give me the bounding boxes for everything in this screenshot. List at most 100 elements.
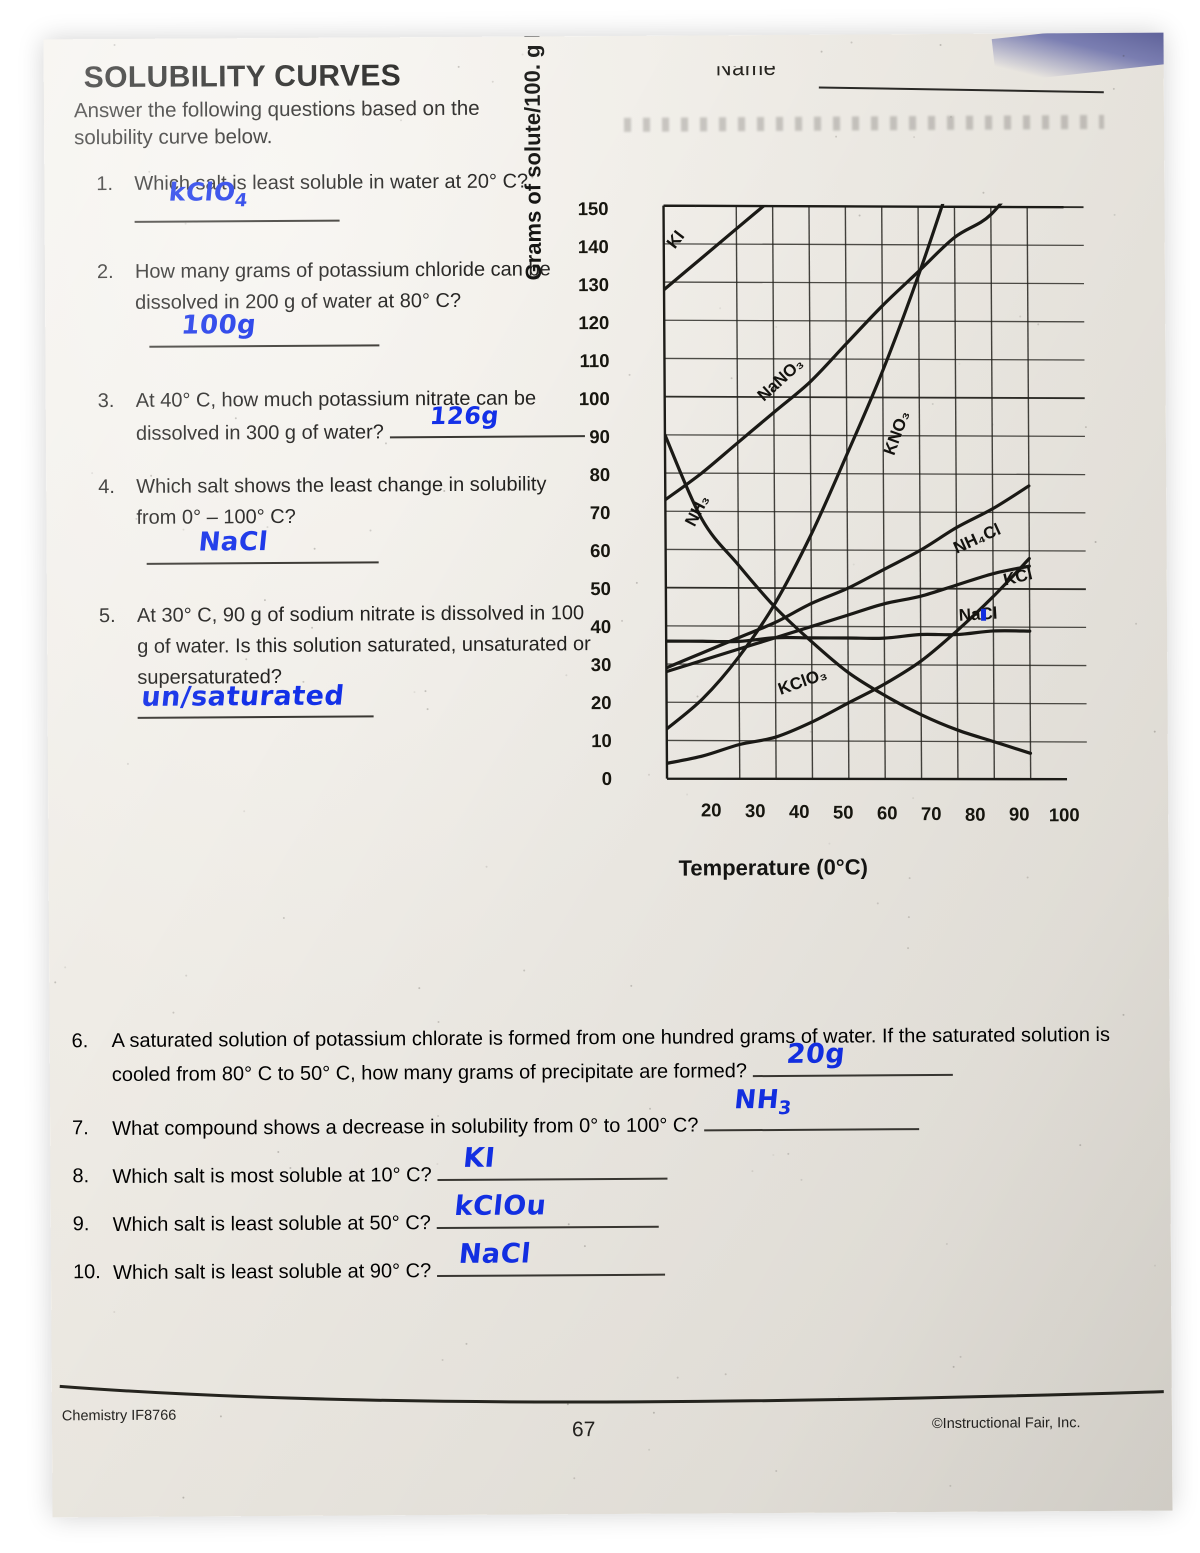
paper-speckle: [821, 51, 823, 53]
worksheet-paper: SOLUBILITY CURVES Name Answer the follow…: [43, 33, 1172, 1518]
question-text: A saturated solution of potassium chlora…: [112, 1024, 1110, 1086]
paper-speckle: [370, 529, 372, 531]
name-input-line[interactable]: [819, 86, 1104, 93]
paper-speckle: [913, 136, 915, 138]
handwritten-answer: NaCl: [457, 1237, 532, 1270]
question-item: 2. How many grams of potassium chloride …: [97, 254, 590, 358]
handwritten-answer: NaCl: [197, 527, 269, 558]
question-item: 4. Which salt shows the least change in …: [98, 469, 591, 575]
paper-speckle: [835, 135, 837, 137]
paper-speckle: [92, 472, 94, 474]
paper-speckle: [114, 69, 116, 71]
question-number: 6.: [72, 1025, 112, 1092]
page-title: SOLUBILITY CURVES: [84, 59, 402, 95]
paper-speckle: [465, 1343, 467, 1345]
question-number: 2.: [97, 257, 136, 358]
paper-speckle: [425, 690, 427, 692]
question-number: 1.: [96, 169, 134, 233]
page-number: 67: [572, 1418, 596, 1442]
answer-blank[interactable]: kClOu: [436, 1205, 658, 1229]
paper-speckle: [677, 1376, 679, 1378]
paper-speckle: [263, 599, 265, 601]
curve-label-nacl: NaCl: [958, 604, 998, 625]
ink-mark: [981, 609, 986, 621]
paper-speckle: [244, 810, 246, 812]
paper-speckle: [648, 1449, 650, 1451]
question-item: 7. What compound shows a decrease in sol…: [72, 1106, 1132, 1146]
paper-speckle: [982, 191, 984, 193]
paper-speckle: [182, 529, 184, 531]
handwritten-answer: 126g: [428, 401, 500, 432]
paper-speckle: [221, 1171, 223, 1173]
question-number: 5.: [99, 601, 138, 729]
paper-speckle: [1154, 730, 1156, 732]
question-item: 8. Which salt is most soluble at 10° C? …: [72, 1154, 1132, 1194]
paper-speckle: [531, 176, 533, 178]
paper-speckle: [1113, 214, 1115, 216]
question-text: Which salt is least soluble at 50° C?: [113, 1212, 431, 1236]
paper-speckle: [437, 1021, 439, 1023]
paper-speckle: [776, 1470, 778, 1472]
paper-speckle: [908, 877, 910, 879]
answer-blank[interactable]: NaCl: [147, 540, 379, 564]
answer-blank[interactable]: kClO4: [134, 199, 339, 223]
answer-blank[interactable]: 100g: [149, 323, 379, 347]
paper-speckle: [908, 917, 910, 919]
question-body: Which salt shows the least change in sol…: [136, 469, 591, 575]
paper-speckle: [418, 987, 420, 989]
handwritten-answer: kClO4: [166, 176, 250, 217]
paper-speckle: [850, 42, 852, 44]
question-body: What compound shows a decrease in solubi…: [112, 1106, 1132, 1146]
paper-speckle: [574, 1477, 576, 1479]
curve-label-kno3: KNO₃: [880, 408, 913, 457]
paper-speckle: [877, 902, 879, 904]
paper-speckle: [952, 1366, 954, 1368]
curve-label-ki: KI: [663, 227, 688, 252]
question-text: Which salt is least soluble at 90° C?: [113, 1260, 431, 1284]
paper-speckle: [725, 1374, 727, 1376]
handwritten-answer: kClOu: [453, 1189, 548, 1223]
paper-speckle: [785, 1399, 787, 1401]
answer-blank[interactable]: NaCl: [437, 1253, 665, 1277]
question-body: At 30° C, 90 g of sodium nitrate is diss…: [137, 598, 592, 729]
paper-speckle: [220, 1415, 222, 1417]
question-body: At 40° C, how much potassium nitrate can…: [136, 383, 590, 450]
paper-speckle: [54, 982, 56, 984]
question-item: 9. Which salt is least soluble at 50° C?…: [73, 1202, 1133, 1242]
paper-speckle: [113, 44, 115, 46]
paper-speckle: [946, 1243, 948, 1245]
paper-speckle: [958, 363, 960, 365]
paper-speckle: [492, 80, 494, 82]
question-item: 1. Which salt is least soluble in water …: [96, 166, 588, 233]
paper-speckle: [1027, 876, 1029, 878]
paper-speckle: [852, 563, 854, 565]
paper-speckle: [523, 970, 525, 972]
handwritten-answer: NH3: [732, 1084, 794, 1126]
curve-label-nh3: NH₃: [681, 492, 713, 530]
answer-blank[interactable]: un/saturated: [138, 694, 374, 718]
paper-speckle: [113, 1311, 115, 1313]
chart-plot-area: KI NaNO₃ KNO₃ NH₃ NH₄Cl KCl NaCl KClO₃: [524, 165, 1088, 828]
paper-speckle: [828, 843, 830, 845]
question-item: 10. Which salt is least soluble at 90° C…: [73, 1250, 1133, 1290]
paper-speckle: [485, 866, 487, 868]
paper-speckle: [413, 691, 415, 693]
paper-speckle: [772, 1154, 774, 1156]
paper-speckle: [649, 1108, 651, 1110]
question-body: Which salt is most soluble at 10° C? KI: [112, 1154, 1132, 1194]
question-number: 3.: [98, 386, 136, 450]
paper-speckle: [64, 966, 66, 968]
paper-speckle: [173, 1012, 175, 1014]
paper-speckle: [235, 417, 237, 419]
question-body: Which salt is least soluble at 50° C? kC…: [113, 1202, 1133, 1242]
paper-speckle: [521, 53, 523, 55]
footer-copyright: ©Instructional Fair, Inc.: [932, 1415, 1081, 1432]
answer-blank[interactable]: NH3: [704, 1107, 919, 1131]
answer-blank[interactable]: KI: [437, 1157, 667, 1181]
paper-speckle: [810, 731, 812, 733]
answer-blank[interactable]: 20g: [752, 1053, 952, 1077]
question-text: How many grams of potassium chloride can…: [135, 258, 551, 314]
paper-speckle: [630, 985, 632, 987]
name-label: Name: [716, 55, 777, 81]
paper-speckle: [266, 526, 268, 528]
